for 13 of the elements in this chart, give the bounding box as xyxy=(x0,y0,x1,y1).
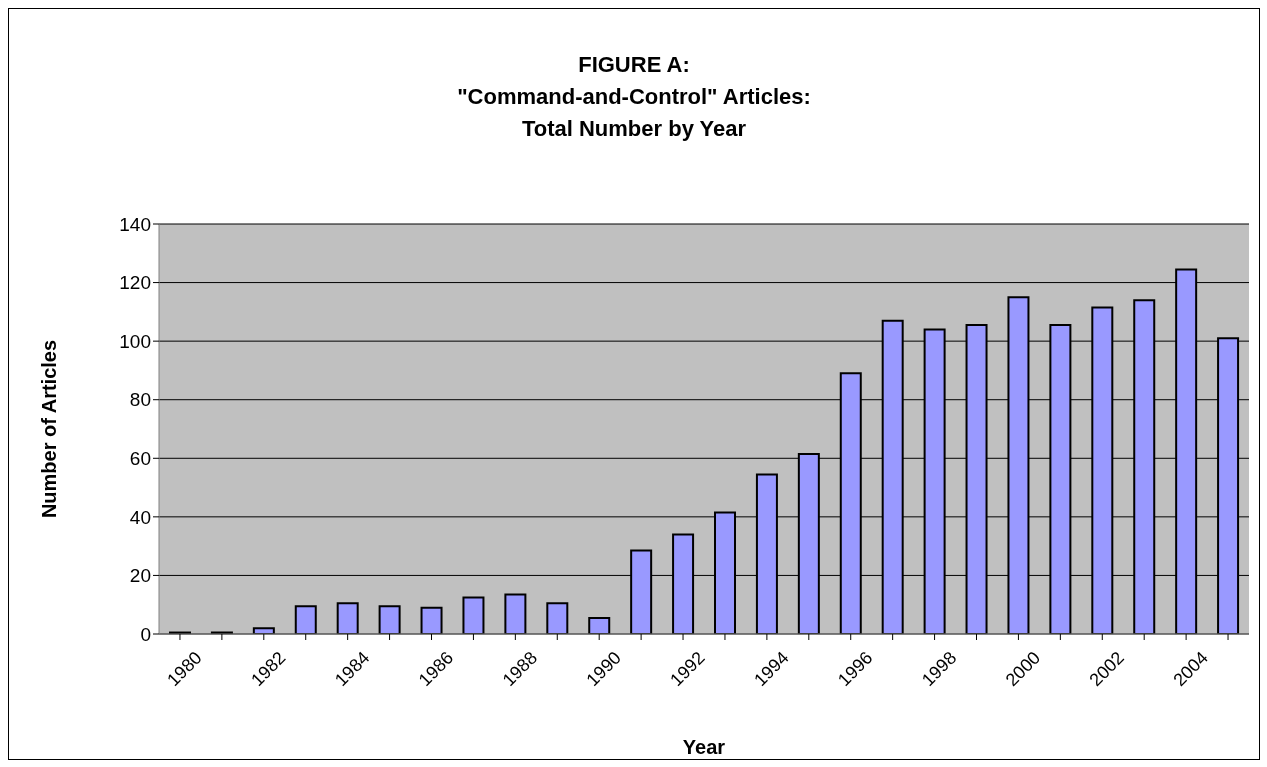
x-axis-title: Year xyxy=(682,736,726,758)
y-tick-label: 20 xyxy=(129,565,151,587)
y-tick-label: 100 xyxy=(119,330,151,352)
text: "Command-and-Control" Articles: xyxy=(457,84,811,109)
y-axis-title: Number of Articles xyxy=(37,339,61,519)
y-tick-label: 60 xyxy=(129,448,151,470)
text: Total Number by Year xyxy=(521,116,747,141)
y-tick-label: 140 xyxy=(119,213,151,235)
text: FIGURE A: xyxy=(578,52,690,77)
y-tick-label: 80 xyxy=(129,389,151,411)
y-tick-label: 120 xyxy=(119,272,151,294)
y-tick-label: 0 xyxy=(140,623,151,645)
y-tick-label: 40 xyxy=(129,506,151,528)
